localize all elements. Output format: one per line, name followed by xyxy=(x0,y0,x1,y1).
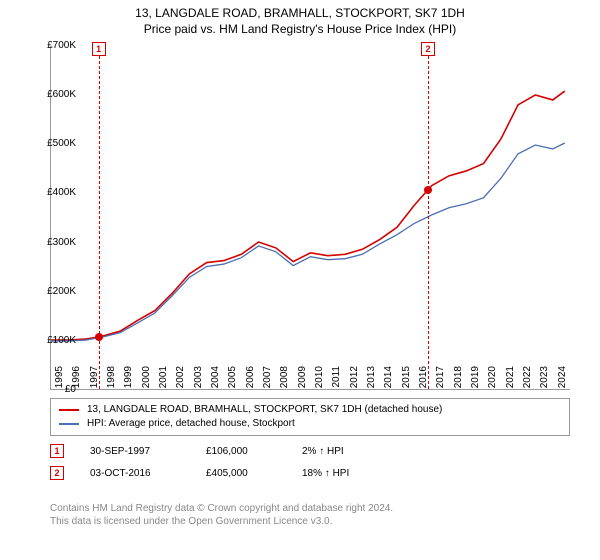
legend-item: 13, LANGDALE ROAD, BRAMHALL, STOCKPORT, … xyxy=(59,403,561,417)
x-axis-label: 2011 xyxy=(331,366,342,396)
plot-area: 12 1995199619971998199920002001200220032… xyxy=(50,46,570,390)
series-price_paid xyxy=(51,91,565,340)
transaction-pct: 18% ↑ HPI xyxy=(302,468,382,479)
legend-swatch xyxy=(59,423,79,425)
x-axis-label: 1998 xyxy=(106,366,117,396)
y-axis-label: £400K xyxy=(28,187,76,198)
y-axis-label: £500K xyxy=(28,138,76,149)
x-axis-label: 2001 xyxy=(158,366,169,396)
attribution-line1: Contains HM Land Registry data © Crown c… xyxy=(50,502,570,515)
y-axis-label: £100K xyxy=(28,335,76,346)
transaction-marker: 2 xyxy=(50,466,64,480)
x-axis-label: 1999 xyxy=(123,366,134,396)
x-axis-label: 2012 xyxy=(349,366,360,396)
legend-swatch xyxy=(59,409,79,411)
x-axis-label: 2016 xyxy=(418,366,429,396)
x-axis-label: 2008 xyxy=(279,366,290,396)
transaction-row: 2 03-OCT-2016 £405,000 18% ↑ HPI xyxy=(50,466,382,480)
legend-box: 13, LANGDALE ROAD, BRAMHALL, STOCKPORT, … xyxy=(50,398,570,436)
marker-point xyxy=(424,186,432,194)
x-axis-label: 2004 xyxy=(210,366,221,396)
line-chart-svg xyxy=(51,46,570,389)
y-axis-label: £0 xyxy=(28,384,76,395)
title-main: 13, LANGDALE ROAD, BRAMHALL, STOCKPORT, … xyxy=(0,6,600,22)
x-axis-label: 2009 xyxy=(297,366,308,396)
legend-item: HPI: Average price, detached house, Stoc… xyxy=(59,417,561,431)
chart-container: 13, LANGDALE ROAD, BRAMHALL, STOCKPORT, … xyxy=(0,0,600,560)
x-axis-label: 2024 xyxy=(557,366,568,396)
series-hpi xyxy=(51,143,565,341)
x-axis-label: 1997 xyxy=(89,366,100,396)
x-axis-label: 2007 xyxy=(262,366,273,396)
x-axis-label: 2022 xyxy=(522,366,533,396)
x-axis-label: 2003 xyxy=(193,366,204,396)
x-axis-label: 2010 xyxy=(314,366,325,396)
x-axis-label: 2018 xyxy=(453,366,464,396)
x-axis-label: 2006 xyxy=(245,366,256,396)
x-axis-label: 2015 xyxy=(401,366,412,396)
transaction-price: £405,000 xyxy=(206,468,276,479)
marker-label: 2 xyxy=(421,42,435,56)
x-axis-label: 2014 xyxy=(383,366,394,396)
attribution-line2: This data is licensed under the Open Gov… xyxy=(50,515,570,528)
y-axis-label: £700K xyxy=(28,40,76,51)
x-axis-label: 2017 xyxy=(435,366,446,396)
transaction-price: £106,000 xyxy=(206,446,276,457)
marker-vline xyxy=(428,46,429,389)
y-axis-label: £600K xyxy=(28,89,76,100)
marker-point xyxy=(95,333,103,341)
transactions-list: 1 30-SEP-1997 £106,000 2% ↑ HPI 2 03-OCT-2016… xyxy=(50,444,382,488)
legend-label: HPI: Average price, detached house, Stoc… xyxy=(87,417,295,431)
chart-titles: 13, LANGDALE ROAD, BRAMHALL, STOCKPORT, … xyxy=(0,0,600,37)
x-axis-label: 2000 xyxy=(141,366,152,396)
transaction-date: 30-SEP-1997 xyxy=(90,446,180,457)
x-axis-label: 2021 xyxy=(505,366,516,396)
title-sub: Price paid vs. HM Land Registry's House … xyxy=(0,22,600,38)
transaction-date: 03-OCT-2016 xyxy=(90,468,180,479)
legend-label: 13, LANGDALE ROAD, BRAMHALL, STOCKPORT, … xyxy=(87,403,442,417)
x-axis-label: 2020 xyxy=(487,366,498,396)
x-axis-label: 2023 xyxy=(539,366,550,396)
transaction-row: 1 30-SEP-1997 £106,000 2% ↑ HPI xyxy=(50,444,382,458)
attribution-text: Contains HM Land Registry data © Crown c… xyxy=(50,502,570,528)
x-axis-label: 2005 xyxy=(227,366,238,396)
y-axis-label: £200K xyxy=(28,286,76,297)
x-axis-label: 2013 xyxy=(366,366,377,396)
x-axis-label: 2019 xyxy=(470,366,481,396)
y-axis-label: £300K xyxy=(28,237,76,248)
transaction-pct: 2% ↑ HPI xyxy=(302,446,382,457)
marker-label: 1 xyxy=(92,42,106,56)
x-axis-label: 2002 xyxy=(175,366,186,396)
transaction-marker: 1 xyxy=(50,444,64,458)
